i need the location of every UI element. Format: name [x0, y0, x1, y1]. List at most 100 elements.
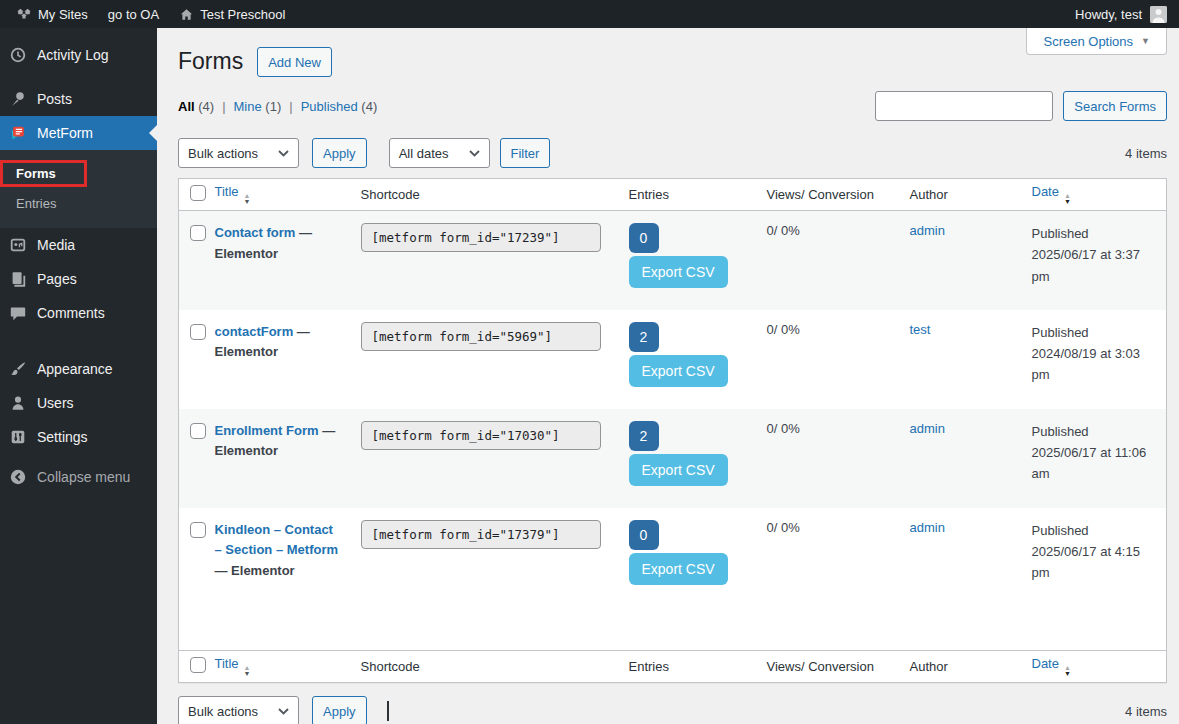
author-link[interactable]: admin	[910, 223, 945, 238]
export-csv-button[interactable]: Export CSV	[629, 553, 728, 585]
page-title: Forms	[178, 48, 243, 76]
sidebar-item-pages[interactable]: Pages	[0, 262, 157, 296]
filter-links: All (4) | Mine (1) | Published (4)	[178, 99, 377, 114]
author-link[interactable]: admin	[910, 520, 945, 535]
my-sites-menu[interactable]: My Sites	[6, 0, 98, 28]
admin-sidebar: Activity Log Posts MetForm Forms Entries	[0, 28, 157, 724]
collapse-arrow-icon	[9, 468, 27, 486]
bulk-actions-select[interactable]: Bulk actions	[178, 138, 299, 168]
comment-bubble-icon	[9, 304, 27, 322]
chevron-down-icon	[278, 708, 289, 715]
column-header-author: Author	[910, 179, 1032, 211]
form-title-link[interactable]: Contact form	[215, 225, 296, 240]
table-header-row: Title▲▼ Shortcode Entries Views/ Convers…	[179, 179, 1167, 211]
sidebar-item-metform[interactable]: MetForm	[0, 116, 157, 150]
sort-icon: ▲▼	[1064, 665, 1071, 677]
column-header-views: Views/ Conversion	[767, 179, 910, 211]
row-checkbox[interactable]	[190, 522, 206, 538]
sort-icon: ▲▼	[244, 665, 251, 677]
filter-published-link[interactable]: Published (4)	[301, 99, 378, 114]
user-avatar[interactable]	[1150, 6, 1167, 23]
pages-icon	[9, 270, 27, 288]
sidebar-item-posts[interactable]: Posts	[0, 82, 157, 116]
date-cell: Published 2025/06/17 at 11:06 am	[1032, 409, 1167, 508]
search-forms-button[interactable]: Search Forms	[1063, 91, 1167, 121]
paintbrush-icon	[9, 360, 27, 378]
pushpin-icon	[9, 90, 27, 108]
entries-count-badge[interactable]: 0	[629, 520, 659, 550]
table-row: Enrollment Form — Elementor [metform for…	[179, 409, 1167, 508]
site-name-menu[interactable]: Test Preschool	[169, 0, 295, 28]
filter-mine-link[interactable]: Mine (1)	[234, 99, 282, 114]
sidebar-subitem-forms[interactable]: Forms	[0, 158, 157, 188]
views-conversion-value: 0/ 0%	[767, 409, 910, 508]
main-content: Screen Options ▼ Forms Add New All (4) |…	[157, 28, 1179, 724]
column-header-date[interactable]: Date▲▼	[1032, 179, 1167, 211]
all-dates-select[interactable]: All dates	[389, 138, 490, 168]
site-name-label: Test Preschool	[200, 7, 285, 22]
admin-bar: My Sites go to OA Test Preschool Howdy, …	[0, 0, 1179, 28]
export-csv-button[interactable]: Export CSV	[629, 454, 728, 486]
row-checkbox[interactable]	[190, 423, 206, 439]
add-new-button[interactable]: Add New	[257, 47, 332, 77]
table-footer-row: Title▲▼ Shortcode Entries Views/ Convers…	[179, 651, 1167, 683]
search-input[interactable]	[875, 91, 1053, 121]
shortcode-field[interactable]: [metform form_id="17030"]	[361, 421, 601, 450]
sort-icon: ▲▼	[1064, 193, 1071, 205]
my-sites-icon	[16, 6, 32, 22]
column-footer-date[interactable]: Date▲▼	[1032, 651, 1167, 683]
column-header-entries: Entries	[629, 179, 767, 211]
howdy-menu[interactable]: Howdy, test	[1075, 7, 1142, 22]
go-to-oa-link[interactable]: go to OA	[98, 0, 169, 28]
chevron-down-icon: ▼	[1141, 36, 1150, 46]
export-csv-button[interactable]: Export CSV	[629, 355, 728, 387]
row-checkbox[interactable]	[190, 324, 206, 340]
sidebar-item-users[interactable]: Users	[0, 386, 157, 420]
apply-button-bottom[interactable]: Apply	[312, 696, 367, 724]
export-csv-button[interactable]: Export CSV	[629, 256, 728, 288]
apply-button-top[interactable]: Apply	[312, 138, 367, 168]
form-title-link[interactable]: Enrollment Form	[215, 423, 319, 438]
form-title-link[interactable]: Kindleon – Contact – Section – Metform	[215, 522, 339, 558]
metform-submenu: Forms Entries	[0, 150, 157, 228]
chevron-down-icon	[469, 150, 480, 157]
sliders-icon	[9, 428, 27, 446]
metform-icon	[9, 124, 27, 142]
filter-button[interactable]: Filter	[500, 138, 551, 168]
row-checkbox[interactable]	[190, 225, 206, 241]
date-cell: Published 2024/08/19 at 3:03 pm	[1032, 310, 1167, 409]
date-cell: Published 2025/06/17 at 3:37 pm	[1032, 211, 1167, 310]
sidebar-item-activity-log[interactable]: Activity Log	[0, 38, 157, 72]
author-link[interactable]: admin	[910, 421, 945, 436]
column-footer-title[interactable]: Title▲▼	[215, 651, 361, 683]
filter-all-link[interactable]: All (4)	[178, 99, 214, 114]
column-footer-author: Author	[910, 651, 1032, 683]
table-row: Contact form — Elementor [metform form_i…	[179, 211, 1167, 310]
sidebar-item-collapse-menu[interactable]: Collapse menu	[0, 460, 157, 494]
entries-count-badge[interactable]: 2	[629, 421, 659, 451]
chevron-down-icon	[278, 150, 289, 157]
author-link[interactable]: test	[910, 322, 931, 337]
column-header-title[interactable]: Title▲▼	[215, 179, 361, 211]
sidebar-subitem-entries[interactable]: Entries	[0, 188, 157, 218]
views-conversion-value: 0/ 0%	[767, 310, 910, 409]
shortcode-field[interactable]: [metform form_id="5969"]	[361, 322, 601, 351]
table-row: contactForm — Elementor [metform form_id…	[179, 310, 1167, 409]
text-cursor-artifact	[387, 701, 389, 721]
screen-options-button[interactable]: Screen Options ▼	[1026, 28, 1167, 55]
sidebar-item-appearance[interactable]: Appearance	[0, 352, 157, 386]
form-title-link[interactable]: contactForm	[215, 324, 294, 339]
select-all-checkbox-bottom[interactable]	[190, 657, 206, 673]
sidebar-item-settings[interactable]: Settings	[0, 420, 157, 454]
sidebar-item-comments[interactable]: Comments	[0, 296, 157, 330]
entries-count-badge[interactable]: 0	[629, 223, 659, 253]
shortcode-field[interactable]: [metform form_id="17239"]	[361, 223, 601, 252]
sidebar-item-media[interactable]: Media	[0, 228, 157, 262]
select-all-checkbox-top[interactable]	[190, 185, 206, 201]
my-sites-label: My Sites	[38, 7, 88, 22]
shortcode-field[interactable]: [metform form_id="17379"]	[361, 520, 601, 549]
items-count-bottom: 4 items	[1125, 704, 1167, 719]
post-state: — Elementor	[215, 563, 295, 578]
entries-count-badge[interactable]: 2	[629, 322, 659, 352]
bulk-actions-select-bottom[interactable]: Bulk actions	[178, 696, 299, 724]
